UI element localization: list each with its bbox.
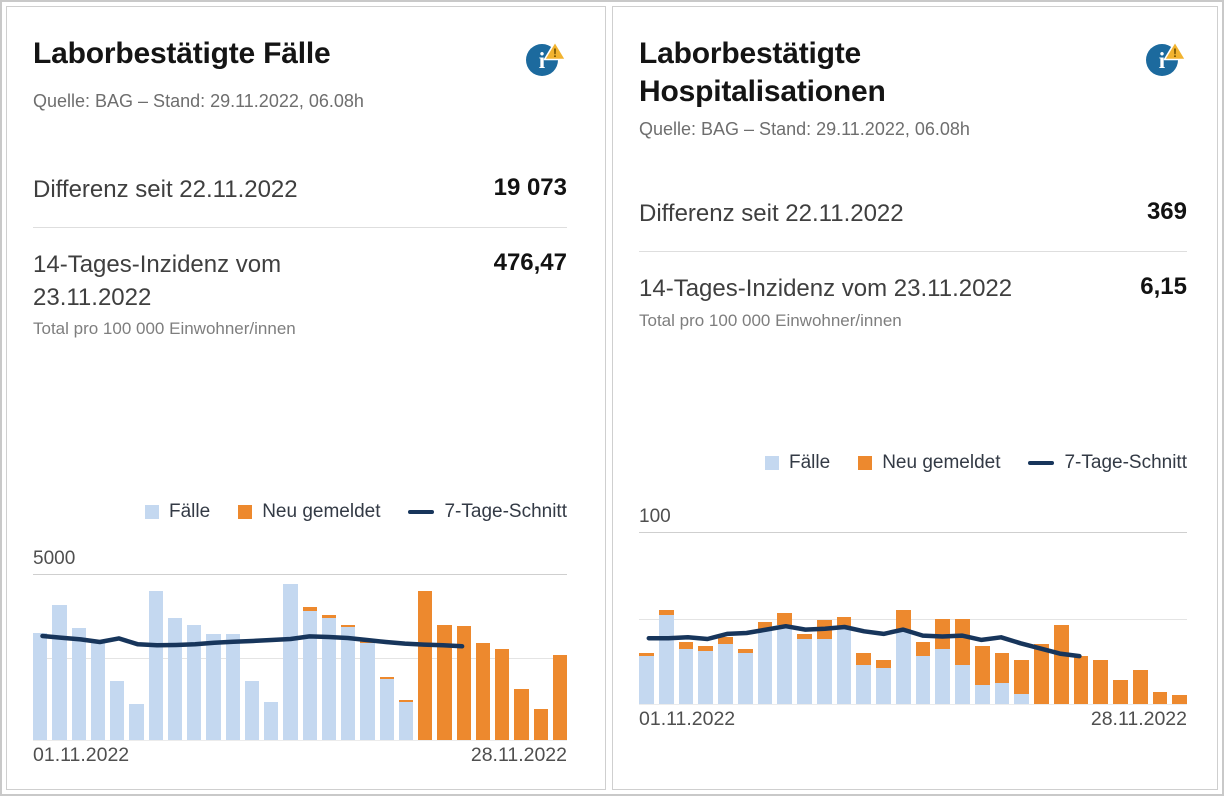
info-button[interactable]: i ! <box>1145 39 1187 82</box>
stat-value: 19 073 <box>493 174 567 201</box>
stat-row-difference: Differenz seit 22.11.2022 369 <box>639 198 1187 230</box>
bars <box>639 533 1187 704</box>
source-line: Quelle: BAG – Stand: 29.11.2022, 06.08h <box>33 91 364 111</box>
orange-swatch-icon <box>238 505 253 519</box>
x-axis-labels: 01.11.2022 28.11.2022 <box>639 708 1187 731</box>
divider <box>639 251 1187 253</box>
svg-text:i: i <box>539 48 546 73</box>
chart-hospitalisations: Fälle Neu gemeldet 7-Tage-Schnitt 100 01… <box>639 450 1187 731</box>
stat-sublabel: Total pro 100 000 Einwohner/innen <box>639 310 902 330</box>
gridline-mid <box>639 618 1187 620</box>
plot-area <box>33 574 567 741</box>
svg-text:!: ! <box>553 46 557 60</box>
x-axis-start-label: 01.11.2022 <box>639 708 736 730</box>
card-laboratory-confirmed-cases: Laborbestätigte Fälle i ! Quelle: BAG – … <box>6 6 606 790</box>
chart-cases: Fälle Neu gemeldet 7-Tage-Schnitt 5000 0… <box>33 499 567 767</box>
stat-label-group: 14-Tages-Inzidenz vom 23.11.2022 Total p… <box>33 249 333 339</box>
card-title: Laborbestätigte Fälle <box>33 37 331 70</box>
legend-item-7-tage-schnitt[interactable]: 7-Tage-Schnitt <box>408 501 567 523</box>
orange-swatch-icon <box>858 456 873 470</box>
divider <box>33 227 567 229</box>
stat-sublabel: Total pro 100 000 Einwohner/innen <box>33 319 296 339</box>
card-title: Laborbestätigte Hospitalisationen <box>639 37 886 108</box>
source-line: Quelle: BAG – Stand: 29.11.2022, 06.08h <box>639 119 970 139</box>
stat-row-incidence: 14-Tages-Inzidenz vom 23.11.2022 Total p… <box>33 249 567 339</box>
legend-item-faelle[interactable]: Fälle <box>765 452 830 474</box>
card-header: Laborbestätigte Fälle i ! <box>33 35 567 82</box>
card-laboratory-confirmed-hospitalisations: Laborbestätigte Hospitalisationen i ! Qu… <box>612 6 1218 790</box>
stat-label: Differenz seit 22.11.2022 <box>33 176 298 203</box>
legend-label: 7-Tage-Schnitt <box>444 501 567 522</box>
legend-label: 7-Tage-Schnitt <box>1064 452 1187 473</box>
x-axis-start-label: 01.11.2022 <box>33 744 130 766</box>
stats-section: Differenz seit 22.11.2022 369 14-Tages-I… <box>639 198 1187 331</box>
info-warning-icon: i ! <box>526 41 567 76</box>
legend-label: Fälle <box>789 452 831 473</box>
gridline-mid <box>33 657 567 659</box>
stat-value: 6,15 <box>1140 273 1187 301</box>
legend-label: Neu gemeldet <box>262 501 381 522</box>
info-button[interactable]: i ! <box>525 39 567 82</box>
blue-swatch-icon <box>765 456 779 470</box>
legend-item-faelle[interactable]: Fälle <box>145 501 210 523</box>
y-axis-max-label: 100 <box>639 506 671 527</box>
x-axis-labels: 01.11.2022 28.11.2022 <box>33 744 567 767</box>
blue-swatch-icon <box>145 505 159 519</box>
stat-value: 369 <box>1146 198 1187 225</box>
stat-row-difference: Differenz seit 22.11.2022 19 073 <box>33 174 567 206</box>
card-header: Laborbestätigte Hospitalisationen i ! <box>639 35 1187 110</box>
legend-item-neu-gemeldet[interactable]: Neu gemeldet <box>238 501 380 523</box>
info-warning-icon: i ! <box>1146 41 1187 76</box>
chart-legend: Fälle Neu gemeldet 7-Tage-Schnitt <box>639 450 1187 476</box>
stat-label: 14-Tages-Inzidenz vom 23.11.2022 <box>33 251 282 311</box>
y-axis-max-label: 5000 <box>33 548 76 569</box>
bars <box>33 575 567 740</box>
stat-row-incidence: 14-Tages-Inzidenz vom 23.11.2022 Total p… <box>639 273 1187 330</box>
svg-text:i: i <box>1159 48 1166 73</box>
line-swatch-icon <box>1028 461 1055 465</box>
svg-text:!: ! <box>1173 46 1177 60</box>
plot-area <box>639 532 1187 705</box>
stat-value: 476,47 <box>493 249 567 277</box>
stat-label-group: 14-Tages-Inzidenz vom 23.11.2022 Total p… <box>639 273 1012 330</box>
chart-legend: Fälle Neu gemeldet 7-Tage-Schnitt <box>33 499 567 525</box>
stat-label: 14-Tages-Inzidenz vom 23.11.2022 <box>639 275 1013 303</box>
x-axis-end-label: 28.11.2022 <box>470 744 567 766</box>
legend-label: Neu gemeldet <box>882 452 1001 473</box>
legend-item-neu-gemeldet[interactable]: Neu gemeldet <box>858 452 1000 474</box>
legend-item-7-tage-schnitt[interactable]: 7-Tage-Schnitt <box>1028 452 1187 474</box>
stats-section: Differenz seit 22.11.2022 19 073 14-Tage… <box>33 174 567 339</box>
stat-label: Differenz seit 22.11.2022 <box>639 200 904 227</box>
line-swatch-icon <box>408 510 435 514</box>
x-axis-end-label: 28.11.2022 <box>1090 708 1187 730</box>
legend-label: Fälle <box>169 501 211 522</box>
